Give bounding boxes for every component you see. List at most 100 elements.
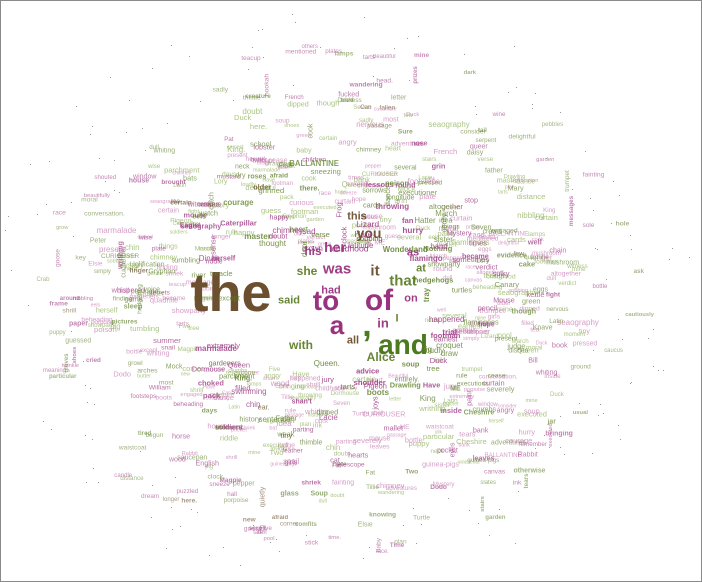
word-label: plan <box>504 184 515 191</box>
word-label: hurry <box>402 226 424 236</box>
word-label: around <box>59 295 81 302</box>
word-label: master <box>496 175 519 184</box>
word-label: pebbles <box>541 120 564 128</box>
word-label: jar <box>270 234 278 241</box>
word-label: curtain <box>450 213 473 223</box>
word-label: game <box>124 294 143 304</box>
scatter-dot <box>394 47 396 49</box>
word-label: Have <box>203 384 216 391</box>
word-label: afraid <box>269 172 289 180</box>
word-label: footman <box>271 181 293 188</box>
word-label: Lory <box>290 375 301 382</box>
word-label: ink <box>312 419 323 429</box>
word-label: cake <box>518 259 536 269</box>
scatter-dot <box>276 538 278 540</box>
word-label: ground <box>570 363 591 371</box>
word-label: soup <box>523 405 540 415</box>
word-label: few <box>513 251 524 259</box>
word-label: throwing <box>298 391 322 399</box>
scatter-dot <box>91 126 93 128</box>
word-label: eels <box>428 233 440 241</box>
word-label: doubt <box>268 231 288 241</box>
word-label: tale <box>253 529 263 536</box>
word-label: courage <box>223 197 254 207</box>
word-label: present <box>99 245 126 255</box>
scatter-dot <box>372 76 374 78</box>
word-label: Duchess <box>337 97 362 105</box>
scatter-dot <box>113 160 115 162</box>
word-label: doubt <box>330 493 345 500</box>
word-label: curious <box>197 198 222 208</box>
word-label: tarts <box>176 320 190 328</box>
word-label: as <box>406 246 420 259</box>
word-label: happy <box>233 228 255 238</box>
word-label: whiting <box>305 407 329 417</box>
word-label: inside <box>544 372 561 380</box>
word-label: eels <box>192 213 207 221</box>
word-label: moral <box>81 196 98 204</box>
word-label: Knave <box>532 324 553 332</box>
word-label: round <box>433 264 453 274</box>
word-label: fight <box>188 209 200 216</box>
word-label: times <box>348 174 365 182</box>
word-label: Mock <box>165 363 183 371</box>
scatter-dot <box>92 438 94 440</box>
word-label: gardeners <box>208 359 241 368</box>
word-label: sobbing <box>356 233 383 243</box>
word-label: to <box>312 285 340 316</box>
word-label: Lizard <box>356 219 380 230</box>
word-label: tumbling <box>172 255 201 265</box>
word-label: Two <box>269 447 284 457</box>
word-label: marmalade <box>96 225 137 235</box>
scatter-dot <box>145 149 147 151</box>
word-label: at <box>416 262 426 275</box>
word-label: his <box>304 244 322 258</box>
word-label: pack <box>202 390 221 400</box>
word-label: guinea-pigs <box>270 461 297 468</box>
word-label: childhood <box>294 384 317 391</box>
word-label: tarts <box>497 188 508 195</box>
word-label: tiny <box>379 215 392 225</box>
word-label: trial <box>442 328 457 338</box>
word-label: mentioned <box>466 235 499 243</box>
word-label: finger <box>129 267 149 275</box>
scatter-dot <box>93 404 95 406</box>
scatter-dot <box>593 349 595 351</box>
word-label: Uglification <box>510 178 539 185</box>
word-label: house <box>207 421 228 431</box>
word-label: grin <box>431 161 446 171</box>
word-label: mine <box>248 450 261 457</box>
word-label: sadly <box>358 117 374 125</box>
word-label: tea <box>530 326 540 334</box>
word-label: wise <box>148 163 161 170</box>
scatter-dot <box>668 258 670 260</box>
word-label: this <box>347 210 367 223</box>
word-label: stop <box>464 196 478 205</box>
scatter-dot <box>70 331 72 333</box>
word-label: witness <box>187 200 212 209</box>
word-label: puppy <box>408 438 430 448</box>
word-label: sometimes <box>452 255 490 265</box>
word-label: jar <box>547 418 556 426</box>
word-label: shan't <box>262 375 278 382</box>
scatter-dot <box>513 46 515 47</box>
word-label: porpoise <box>463 386 486 393</box>
scatter-dot <box>258 30 260 32</box>
scatter-dot <box>270 542 272 544</box>
word-label: pocket <box>436 446 458 455</box>
word-label: chimney <box>357 182 383 190</box>
word-label: beheading <box>173 401 204 409</box>
scatter-dot <box>475 113 477 115</box>
scatter-dot <box>613 181 615 183</box>
word-label: snail <box>161 344 176 352</box>
word-label: thought <box>252 158 275 166</box>
word-label: weak <box>277 428 295 438</box>
word-label: grow <box>56 225 69 232</box>
word-label: mushroom <box>531 249 561 257</box>
word-label: courage <box>505 435 533 445</box>
scatter-dot <box>10 270 12 272</box>
word-label: March <box>429 252 448 260</box>
word-label: seaography <box>149 199 180 206</box>
word-label: butter <box>137 373 151 380</box>
scatter-dot <box>30 164 32 166</box>
